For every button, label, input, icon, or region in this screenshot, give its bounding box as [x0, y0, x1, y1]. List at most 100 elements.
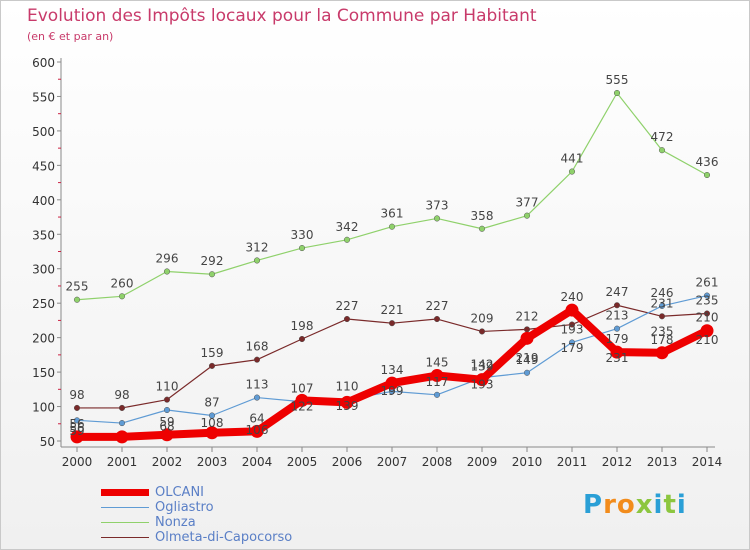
data-point — [253, 394, 261, 401]
legend-swatch — [101, 521, 149, 524]
data-label: 117 — [426, 375, 449, 389]
data-label: 145 — [426, 356, 449, 370]
data-point — [523, 369, 531, 376]
data-point — [613, 325, 621, 332]
data-point — [340, 395, 354, 409]
logo-letter: t — [663, 490, 677, 520]
logo-letter: P — [583, 490, 604, 520]
data-label: 134 — [381, 363, 404, 377]
data-label: 246 — [651, 286, 674, 300]
data-label-secondary: 235 — [651, 325, 674, 339]
y-tick-label: 450 — [32, 159, 55, 173]
legend-label: Olmeta-di-Capocorso — [155, 530, 293, 545]
data-label: 179 — [606, 332, 629, 346]
y-tick-label: 550 — [32, 90, 55, 104]
y-tick-label: 250 — [32, 297, 55, 311]
data-label-secondary: 59 — [69, 424, 84, 438]
data-point — [703, 171, 711, 179]
y-tick-label: 500 — [32, 125, 55, 139]
data-point — [613, 302, 621, 309]
data-point — [385, 376, 399, 390]
legend-swatch — [101, 489, 149, 496]
data-label: 198 — [291, 319, 314, 333]
data-point — [433, 315, 441, 323]
legend-item: Ogliastro — [101, 500, 292, 515]
data-label: 64 — [249, 411, 264, 425]
x-tick-label: 2002 — [152, 455, 183, 469]
data-point — [613, 89, 621, 97]
data-label: 555 — [606, 73, 629, 87]
y-tick-label: 350 — [32, 228, 55, 242]
data-point — [205, 426, 219, 440]
data-point — [70, 430, 84, 444]
data-label: 168 — [246, 340, 269, 354]
y-tick-label: 100 — [32, 401, 55, 415]
data-label-secondary: 231 — [606, 351, 629, 365]
data-point — [568, 168, 576, 175]
data-label: 361 — [381, 207, 404, 221]
data-point — [298, 245, 306, 252]
x-tick-label: 2006 — [332, 455, 363, 469]
data-point — [295, 393, 309, 407]
data-label-secondary: 139 — [336, 399, 359, 413]
data-point — [163, 406, 171, 414]
legend: OLCANI Ogliastro Nonza Olmeta-di-Capocor… — [101, 485, 292, 545]
data-point — [703, 292, 711, 299]
data-label-secondary: 179 — [561, 341, 584, 355]
data-label: 193 — [561, 322, 584, 336]
data-point — [73, 417, 81, 424]
data-label: 59 — [159, 415, 174, 429]
data-point — [703, 310, 711, 317]
data-label: 210 — [696, 311, 719, 325]
data-point — [343, 315, 351, 323]
x-tick-label: 2010 — [512, 455, 543, 469]
data-label: 87 — [204, 396, 219, 410]
data-point — [118, 404, 126, 411]
data-label: 213 — [606, 309, 629, 323]
y-tick-label: 200 — [32, 332, 55, 346]
data-point — [700, 324, 714, 338]
data-point — [520, 331, 534, 345]
data-point — [475, 373, 489, 387]
data-point — [388, 223, 396, 230]
y-tick-label: 150 — [32, 366, 55, 380]
data-label-secondary: 108 — [201, 416, 224, 430]
data-label: 98 — [114, 388, 129, 402]
data-label: 472 — [651, 130, 674, 144]
data-label: 113 — [246, 378, 269, 392]
data-label: 139 — [471, 360, 494, 374]
data-label: 260 — [111, 276, 134, 290]
x-tick-label: 2009 — [467, 455, 498, 469]
data-label: 358 — [471, 209, 494, 223]
data-label: 342 — [336, 220, 359, 234]
data-label: 240 — [561, 290, 584, 304]
data-label: 330 — [291, 228, 314, 242]
x-tick-label: 2004 — [242, 455, 273, 469]
data-point — [250, 424, 264, 438]
data-label: 247 — [606, 285, 629, 299]
data-point — [523, 326, 531, 333]
legend-label: OLCANI — [155, 485, 205, 500]
data-label: 107 — [291, 382, 314, 396]
x-tick-label: 2003 — [197, 455, 228, 469]
data-point — [433, 391, 441, 398]
proxiti-logo: Proxiti — [583, 490, 687, 520]
data-point — [208, 412, 216, 419]
data-label-secondary: 56 — [69, 421, 84, 435]
x-tick-label: 2012 — [602, 455, 633, 469]
x-tick-label: 2000 — [62, 455, 93, 469]
x-tick-label: 2001 — [107, 455, 138, 469]
data-point — [433, 215, 441, 222]
data-point — [388, 320, 396, 327]
chart-title: Evolution des Impôts locaux pour la Comm… — [27, 6, 537, 26]
data-point — [568, 321, 576, 328]
y-tick-label: 600 — [32, 56, 55, 70]
y-tick-label: 300 — [32, 263, 55, 277]
logo-letter: o — [616, 490, 636, 520]
data-label: 110 — [156, 380, 179, 394]
logo-letter: r — [603, 490, 617, 520]
legend-item: OLCANI — [101, 485, 292, 500]
x-tick-label: 2011 — [557, 455, 588, 469]
